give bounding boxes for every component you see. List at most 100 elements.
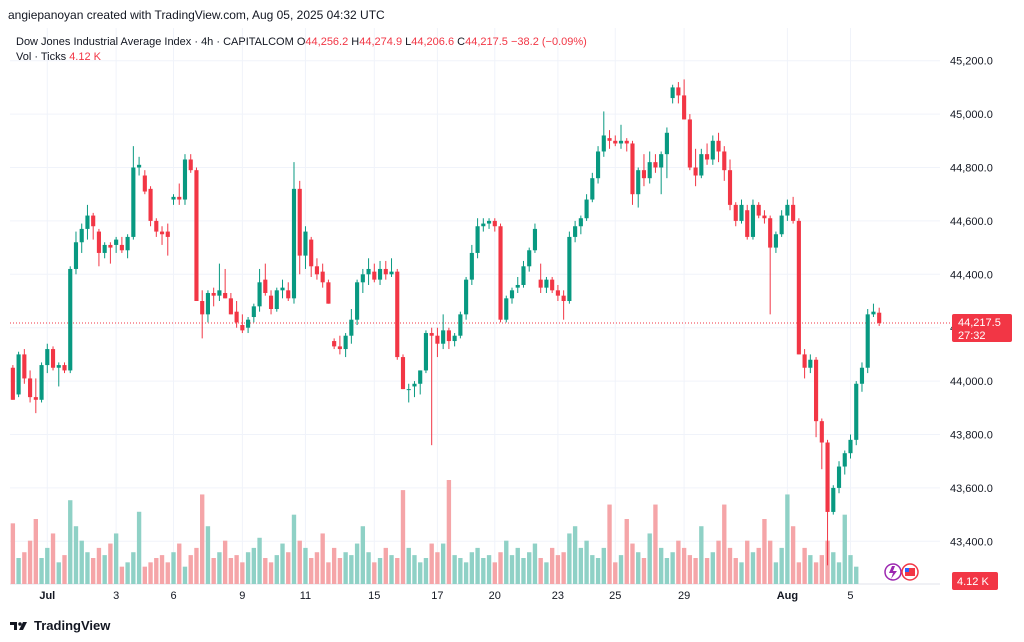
candle-body — [745, 210, 750, 237]
price-tick-label: 43,600.0 — [950, 483, 993, 495]
volume-bar — [263, 558, 268, 584]
candle-body — [699, 154, 704, 176]
candle-body — [458, 314, 463, 336]
candle-body — [636, 170, 641, 195]
candle-body — [223, 292, 228, 299]
price-tick-label: 43,800.0 — [950, 430, 993, 442]
volume-bar — [194, 547, 199, 584]
chart-canvas[interactable]: 43,400.043,600.043,800.044,000.044,200.0… — [0, 28, 1024, 610]
candle-body — [56, 365, 61, 368]
candle-body — [257, 282, 262, 307]
volume-bar — [808, 555, 813, 584]
candle-body — [423, 333, 429, 371]
candle-body — [676, 87, 681, 96]
volume-bar — [618, 555, 624, 584]
volume-bar — [297, 540, 302, 584]
volume-bar — [39, 558, 44, 584]
volume-bar — [854, 566, 859, 584]
volume-bar — [154, 558, 159, 584]
tradingview-brand[interactable]: TradingView — [10, 618, 110, 633]
candle-body — [349, 319, 354, 336]
candle-body — [148, 188, 153, 221]
candle-body — [773, 234, 778, 248]
candle-body — [286, 290, 291, 299]
volume-bar — [458, 558, 463, 584]
candle-body — [762, 215, 767, 219]
volume-bar — [767, 540, 773, 584]
volume-bar — [670, 552, 675, 584]
volume-bar — [693, 558, 698, 584]
volume-bar — [119, 566, 125, 584]
volume-bar — [538, 558, 543, 584]
volume-bar — [630, 543, 635, 584]
volume-bar — [836, 562, 842, 584]
volume-bar — [360, 526, 366, 584]
volume-bar — [240, 562, 245, 584]
candle-body — [796, 220, 801, 355]
candle-body — [670, 87, 675, 99]
volume-badge — [952, 572, 998, 590]
volume-bar — [613, 562, 618, 584]
candle-body — [182, 159, 188, 200]
volume-bar — [819, 555, 824, 584]
close-label: C — [457, 36, 466, 48]
volume-bar — [555, 555, 561, 584]
volume-bar — [222, 540, 228, 584]
volume-bar — [16, 558, 21, 584]
volume-bar — [429, 543, 434, 584]
candle-body — [337, 346, 342, 350]
volume-bar — [274, 555, 279, 584]
volume-bar — [27, 540, 33, 584]
volume-bar — [756, 547, 761, 584]
price-badge-value: 44,217.5 — [958, 317, 1001, 329]
candle-body — [73, 242, 79, 269]
time-tick-label: 15 — [368, 590, 380, 602]
candle-body — [246, 319, 251, 328]
volume-bar — [681, 547, 687, 584]
volume-bar — [722, 504, 727, 584]
time-tick-label: 23 — [552, 590, 564, 602]
volume-bar — [188, 555, 193, 584]
candle-body — [85, 215, 90, 229]
time-axis[interactable]: Jul 3 6 9 11 15 17 20 23 25 29 Aug 5 — [39, 590, 853, 602]
volume-bar — [607, 504, 612, 584]
candle-body — [446, 330, 451, 342]
volume-bar — [435, 552, 440, 584]
candle-body — [234, 311, 239, 323]
candle-body — [859, 367, 865, 384]
candle-body — [320, 271, 325, 283]
candle-body — [429, 333, 434, 336]
price-axis[interactable]: 43,400.043,600.043,800.044,000.044,200.0… — [950, 56, 993, 549]
candle-body — [601, 135, 606, 152]
volume-bar — [113, 533, 119, 584]
price-tick-label: 44,600.0 — [950, 216, 993, 228]
candle-body — [584, 199, 589, 219]
volume-bar — [33, 519, 38, 584]
candle-body — [647, 162, 652, 179]
candle-body — [377, 268, 383, 280]
candle-body — [716, 140, 721, 152]
volume-bar — [440, 543, 446, 584]
volume-bar — [131, 552, 136, 584]
candle-body — [578, 218, 583, 227]
open-label: O — [296, 36, 306, 48]
candle-body — [10, 367, 15, 400]
volume-bar — [377, 558, 383, 584]
candle-body — [395, 271, 400, 358]
candle-body — [573, 226, 578, 237]
time-tick-label: 5 — [847, 590, 853, 602]
price-tick-label: 43,400.0 — [950, 536, 993, 548]
candle-body — [819, 421, 824, 443]
chart-legend: Dow Jones Industrial Average Index · 4h … — [16, 35, 587, 65]
candle-body — [16, 354, 21, 395]
volume-bar — [148, 562, 153, 584]
volume-bar — [400, 490, 406, 584]
candle-body — [96, 231, 101, 253]
volume-badge-value: 4.12 K — [957, 576, 989, 588]
volume-bar — [716, 540, 721, 584]
candle-body — [705, 154, 710, 160]
volume-bar — [658, 547, 664, 584]
candle-body — [877, 312, 882, 324]
volume-bar — [171, 552, 176, 584]
change-value: −38.2 (−0.09%) — [511, 36, 587, 48]
